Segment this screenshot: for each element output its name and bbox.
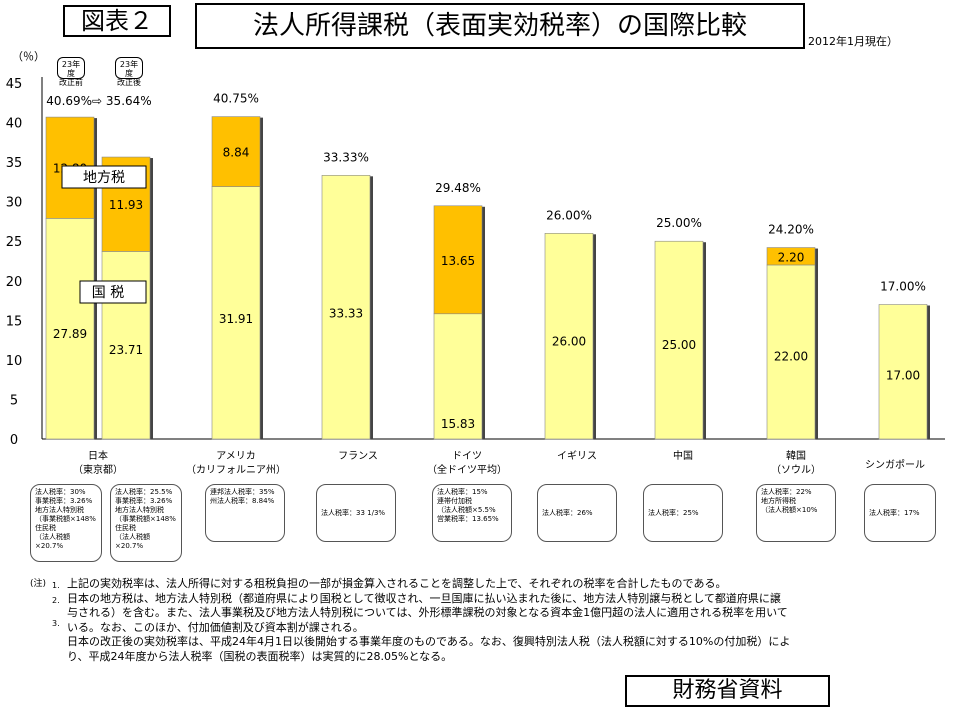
bar-local-label: 13.65 (441, 254, 475, 268)
bar-total-label: 33.33% (323, 150, 369, 164)
bar-national-segment (878, 304, 928, 440)
x-category-label: （全ドイツ平均） (427, 463, 507, 476)
bar-total-label: 26.00% (546, 208, 592, 222)
rate-note-box: 法人税率：30% 事業税率：3.26% 地方法人特別税 （事業税額×148% 住… (30, 484, 102, 562)
bar-national-label: 22.00 (774, 349, 808, 363)
note-number-2: 2. (52, 596, 60, 605)
bar-total-label: 17.00% (880, 280, 926, 294)
rate-note-box: 法人税率：26% (537, 484, 617, 542)
bar-national-label: 27.89 (53, 327, 87, 341)
source-label: 財務省資料 (625, 675, 830, 707)
note-line-5: 日本の改正後の実効税率は、平成24年4月1日以後開始する事業年度のものである。な… (67, 635, 791, 648)
y-tick-label: 5 (10, 393, 18, 408)
rate-note-box: 連邦法人税率：35% 州法人税率：8.84% (205, 484, 285, 542)
bar-total-label: 40.75% (213, 92, 259, 106)
x-category-label: フランス (338, 450, 378, 462)
bar-total-label: 40.69%⇨ 35.64% (46, 94, 151, 108)
note-number-3: 3. (52, 619, 60, 628)
rate-note-box: 法人税率：22% 地方所得税 （法人税額×10% (756, 484, 836, 542)
bar-local-segment (211, 116, 261, 187)
y-tick-label: 35 (6, 156, 23, 171)
bar-national-segment (211, 186, 261, 440)
bar-national-label: 23.71 (109, 343, 143, 357)
legend-national-label: 国 税 (92, 285, 124, 301)
x-category-label: アメリカ (216, 450, 256, 462)
note-line-1: 上記の実効税率は、法人所得に対する租税負担の一部が損金算入されることを調整した上… (67, 577, 727, 590)
y-tick-label: 45 (6, 77, 23, 92)
note-line-3: 与される）を含む。また、法人事業税及び地方法人特別税については、外形標準課税の対… (67, 606, 788, 619)
x-category-label: （ソウル） (771, 464, 821, 476)
rate-note-box: 法人税率：33 1/3% (316, 484, 396, 542)
legend-local-box (61, 165, 147, 189)
x-category-label: 韓国 (786, 450, 806, 462)
bar-total-label: 25.00% (656, 216, 702, 230)
footnotes: (注) 上記の実効税率は、法人所得に対する租税負担の一部が損金算入されることを調… (30, 577, 940, 664)
y-tick-label: 10 (6, 354, 23, 369)
bar-national-label: 26.00 (552, 334, 586, 348)
x-category-label: 中国 (673, 449, 693, 462)
legend-local-label: 地方税 (83, 170, 125, 186)
x-category-label: （カリフォルニア州） (186, 464, 286, 476)
reform-tag-before-text: 23年度 改正前 (59, 60, 83, 87)
y-tick-label: 0 (10, 433, 18, 448)
reform-tag-after-text: 23年度 改正後 (117, 60, 141, 87)
y-tick-label: 40 (6, 117, 23, 132)
bar-local-label: 8.84 (223, 146, 250, 160)
bar-national-segment (321, 175, 371, 440)
y-tick-label: 20 (6, 275, 23, 290)
bar-national-segment (433, 313, 483, 440)
rate-note-box: 法人税率：17% (864, 484, 936, 542)
bar-national-label: 25.00 (662, 338, 696, 352)
y-tick-label: 25 (6, 235, 23, 250)
note-line-4: いる。なお、このほか、付加価値割及び資本割が課される。 (67, 620, 364, 634)
as-of-date: 2012年1月現在） (808, 35, 898, 48)
bar-local-label: 2.20 (778, 250, 805, 264)
bar-national-segment (654, 240, 704, 440)
x-category-label: 日本 (88, 449, 108, 462)
reform-tag-after: 23年度 改正後 (115, 57, 143, 87)
x-category-label: イギリス (557, 450, 597, 462)
rate-note-box: 法人税率：15% 連帯付加税 （法人税額×5.5% 営業税率：13.65% (432, 484, 512, 542)
bar-total-label: 24.20% (768, 223, 814, 237)
reform-tag-before: 23年度 改正前 (57, 57, 85, 87)
rate-note-box: 法人税率：25.5% 事業税率：3.26% 地方法人特別税 （事業税額×148%… (110, 484, 182, 562)
notes-label: (注) (30, 579, 47, 589)
bar-local-label: 11.93 (109, 198, 143, 212)
bar-national-segment (45, 218, 95, 440)
y-axis-unit: （％） (12, 50, 45, 63)
bar-national-label: 33.33 (329, 306, 363, 320)
legend-national-box (79, 280, 147, 304)
note-line-6: り、平成24年度から法人税率（国税の表面税率）は実質的に28.05%となる。 (67, 649, 453, 663)
note-number-1: 1. (52, 581, 60, 590)
y-tick-label: 15 (6, 314, 23, 329)
bar-national-label: 31.91 (219, 312, 253, 326)
bar-national-label: 15.83 (441, 417, 475, 431)
y-tick-label: 30 (6, 196, 23, 211)
bar-national-segment (766, 264, 816, 440)
bar-local-segment (433, 205, 483, 315)
bar-local-segment (766, 247, 816, 266)
rate-note-box: 法人税率：25% (643, 484, 723, 542)
bar-total-label: 29.48% (435, 181, 481, 195)
x-category-label: ドイツ (452, 451, 482, 462)
figure-label: 図表２ (63, 5, 171, 37)
x-category-label: シンガポール (865, 459, 925, 471)
note-line-2: 日本の地方税は、地方法人特別税（都道府県により国税として徴収され、一旦国庫に払い… (67, 591, 781, 605)
bar-national-label: 17.00 (886, 368, 920, 382)
bar-national-segment (544, 233, 594, 440)
chart-title: 法人所得課税（表面実効税率）の国際比較 (195, 3, 805, 49)
x-category-label: （東京都） (73, 463, 123, 476)
